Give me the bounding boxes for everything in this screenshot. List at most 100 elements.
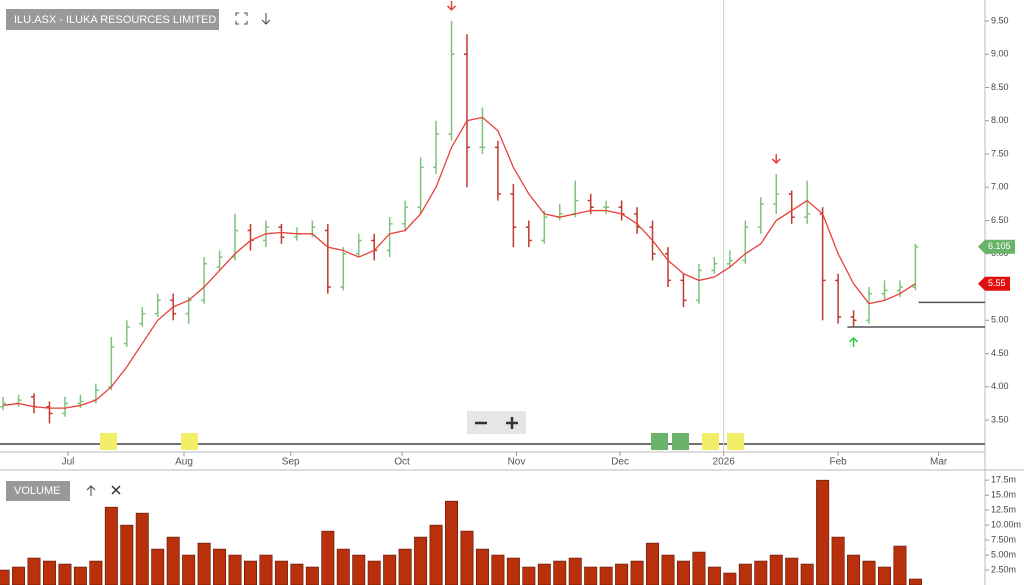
volume-bar [398, 548, 412, 585]
zoom-in[interactable] [506, 417, 518, 429]
x-tick-label: Mar [930, 457, 948, 468]
volume-bar [321, 530, 335, 585]
sell-signal [446, 0, 457, 12]
y-tick-label: 5.00m [991, 549, 1016, 559]
volume-bar [506, 557, 520, 585]
sell-signal [771, 153, 781, 165]
event-icon[interactable] [651, 433, 668, 450]
volume-bar [336, 548, 350, 585]
volume-bar [89, 560, 103, 585]
price-flag [978, 239, 1015, 254]
close-icon[interactable] [111, 485, 121, 495]
y-tick-label: 8.50 [991, 82, 1009, 92]
volume-bar [568, 557, 582, 585]
event-icon[interactable] [727, 433, 744, 450]
y-tick-label: 17.5m [991, 475, 1016, 485]
volume-bar [460, 530, 474, 585]
zoom-controls [467, 411, 526, 434]
volume-bar [352, 554, 366, 585]
volume-title: VOLUME [14, 485, 60, 497]
volume-bar [522, 566, 536, 585]
y-tick-label: 9.50 [991, 15, 1009, 25]
volume-bar [259, 554, 273, 585]
y-tick-label: 10.00m [991, 519, 1021, 529]
volume-bar [615, 563, 629, 585]
y-tick-label: 5.00 [991, 315, 1009, 325]
volume-bar [12, 566, 26, 585]
title-box [6, 9, 219, 30]
volume-bar [584, 566, 598, 585]
volume-bar [305, 566, 319, 585]
volume-bar [274, 560, 288, 585]
volume-bar [197, 542, 211, 585]
volume-bar [723, 572, 737, 585]
volume-bar [213, 548, 227, 585]
y-tick-label: 4.00 [991, 381, 1009, 391]
price-flag-label: 6.105 [988, 241, 1011, 251]
volume-bar [878, 566, 891, 585]
volume-bar [414, 536, 428, 585]
volume-bar [816, 479, 830, 585]
volume-bar [383, 554, 397, 585]
volume-bar [429, 524, 443, 585]
volume-bar [58, 563, 72, 585]
y-tick-label: 9.00 [991, 49, 1009, 59]
volume-bar [73, 566, 87, 585]
volume-bar [0, 569, 10, 585]
volume-bar [120, 524, 134, 585]
x-tick-label: Oct [394, 457, 410, 468]
volume-bar [104, 506, 118, 585]
y-tick-label: 15.0m [991, 490, 1016, 500]
y-tick-label: 12.5m [991, 505, 1016, 515]
volume-bar [738, 563, 752, 585]
volume-bar [244, 560, 257, 585]
volume-bar [630, 560, 644, 585]
event-icon[interactable] [672, 433, 689, 450]
x-tick-label: Feb [829, 457, 847, 468]
volume-bar [135, 512, 149, 585]
volume-bar [831, 536, 845, 585]
volume-bar [367, 560, 381, 585]
volume-bar [785, 557, 799, 585]
volume-bar [908, 578, 922, 585]
volume-bar [27, 557, 41, 585]
volume-bar [769, 554, 783, 585]
volume-bar [553, 560, 567, 585]
fullscreen-icon[interactable] [235, 12, 248, 25]
x-tick-label: Sep [282, 457, 300, 468]
x-tick-label: Nov [508, 457, 526, 468]
price-flag [978, 276, 1010, 291]
volume-bar [754, 560, 768, 585]
price-flag-label: 5.55 [988, 278, 1006, 288]
move-up-icon[interactable] [86, 485, 96, 496]
volume-bar [599, 566, 613, 585]
y-tick-label: 7.50 [991, 148, 1009, 158]
volume-bar [661, 554, 675, 585]
volume-bar [847, 554, 861, 585]
volume-bar [182, 554, 196, 585]
y-tick-label: 4.50 [991, 348, 1009, 358]
x-tick-label: Dec [611, 457, 629, 468]
volume-bar [800, 563, 814, 585]
download-icon[interactable] [261, 13, 271, 25]
x-tick-label: 2026 [713, 457, 736, 468]
y-tick-label: 8.00 [991, 115, 1009, 125]
volume-bar [475, 548, 489, 585]
volume-bar [445, 500, 459, 585]
event-icon[interactable] [100, 433, 117, 450]
volume-bar [151, 548, 165, 585]
volume-bar [692, 551, 706, 585]
y-tick-label: 3.50 [991, 414, 1009, 424]
volume-bar [676, 560, 690, 585]
x-tick-label: Aug [175, 457, 193, 468]
volume-bar [42, 560, 56, 585]
volume-bar [537, 563, 551, 585]
event-icon[interactable] [181, 433, 198, 450]
y-tick-label: 6.50 [991, 215, 1009, 225]
volume-bar [893, 545, 907, 585]
volume-bar [646, 542, 660, 585]
event-icon[interactable] [702, 433, 719, 450]
